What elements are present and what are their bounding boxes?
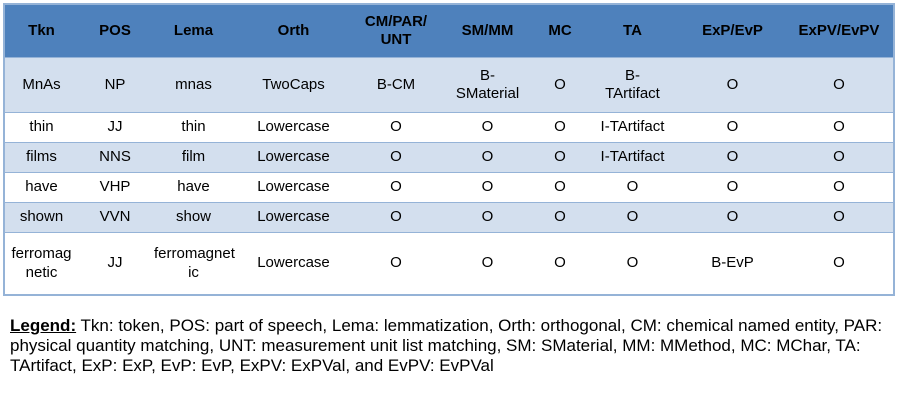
table-cell: O (585, 202, 680, 233)
table-cell: I-TArtifact (585, 142, 680, 173)
table-cell: have (4, 172, 78, 203)
table-cell: B-CM (352, 57, 440, 113)
table-cell: Lowercase (235, 172, 352, 203)
table-cell: O (535, 57, 585, 113)
table-cell: JJ (78, 232, 152, 296)
table-cell: B- SMaterial (440, 57, 535, 113)
column-header: CM/PAR/ UNT (352, 3, 440, 58)
table-cell: MnAs (4, 57, 78, 113)
table-cell: VHP (78, 172, 152, 203)
table-cell: O (680, 172, 785, 203)
table-cell: VVN (78, 202, 152, 233)
table-cell: ferromagnet ic (152, 232, 235, 296)
table-row: thin JJ thin Lowercase O O O I-TArtifact O O (4, 112, 894, 143)
table-cell: film (152, 142, 235, 173)
table-cell: O (785, 202, 894, 233)
table-header-row: Tkn POS Lema Orth CM/PAR/ UNT SM/MM MC TA ExP/Ev… (4, 3, 894, 58)
table-row: ferromag netic JJ ferromagnet ic Lowercase O… (4, 232, 894, 296)
table-cell: O (352, 232, 440, 296)
table-cell: O (680, 202, 785, 233)
table-cell: O (440, 142, 535, 173)
column-header: ExP/EvP (680, 3, 785, 58)
table-cell: thin (152, 112, 235, 143)
table-cell: O (680, 142, 785, 173)
column-header: Tkn (4, 3, 78, 58)
column-header: SM/MM (440, 3, 535, 58)
table-cell: Lowercase (235, 142, 352, 173)
column-header: POS (78, 3, 152, 58)
column-header: TA (585, 3, 680, 58)
table-cell: O (535, 172, 585, 203)
table-cell: O (585, 172, 680, 203)
table-cell: O (352, 202, 440, 233)
table-cell: Lowercase (235, 232, 352, 296)
table-cell: O (785, 172, 894, 203)
table-cell: show (152, 202, 235, 233)
table-cell: ferromag netic (4, 232, 78, 296)
header-row: Tkn POS Lema Orth CM/PAR/ UNT SM/MM MC TA ExP/Ev… (4, 3, 894, 58)
table-cell: O (440, 112, 535, 143)
table-cell: Lowercase (235, 112, 352, 143)
table-cell: thin (4, 112, 78, 143)
legend-paragraph: Legend: Tkn: token, POS: part of speech,… (10, 316, 892, 376)
table-row: have VHP have Lowercase O O O O O O (4, 172, 894, 203)
table-cell: O (535, 232, 585, 296)
table-body: MnAs NP mnas TwoCaps B-CM B- SMaterial O B- TAr… (4, 57, 894, 296)
table-cell: JJ (78, 112, 152, 143)
column-header: MC (535, 3, 585, 58)
column-header: Lema (152, 3, 235, 58)
table-cell: shown (4, 202, 78, 233)
table-cell: O (785, 142, 894, 173)
table-cell: O (352, 112, 440, 143)
table-cell: O (680, 112, 785, 143)
table-cell: mnas (152, 57, 235, 113)
annotation-table: Tkn POS Lema Orth CM/PAR/ UNT SM/MM MC TA ExP/Ev… (3, 3, 895, 296)
legend-label: Legend: (10, 316, 77, 335)
table-cell: O (535, 142, 585, 173)
table-row: shown VVN show Lowercase O O O O O O (4, 202, 894, 233)
table-cell: O (535, 202, 585, 233)
table-cell: B-EvP (680, 232, 785, 296)
table-cell: films (4, 142, 78, 173)
column-header: ExPV/EvPV (785, 3, 894, 58)
table-cell: B- TArtifact (585, 57, 680, 113)
table-cell: O (440, 232, 535, 296)
table-cell: Lowercase (235, 202, 352, 233)
table-cell: O (535, 112, 585, 143)
table-cell: O (785, 57, 894, 113)
legend-text: Tkn: token, POS: part of speech, Lema: l… (10, 316, 883, 376)
table-cell: O (352, 142, 440, 173)
table-cell: O (440, 172, 535, 203)
table-cell: O (785, 232, 894, 296)
table-cell: O (680, 57, 785, 113)
table-cell: I-TArtifact (585, 112, 680, 143)
table-cell: O (785, 112, 894, 143)
column-header: Orth (235, 3, 352, 58)
table-row: films NNS film Lowercase O O O I-TArtifact O O (4, 142, 894, 173)
table-cell: TwoCaps (235, 57, 352, 113)
table-cell: O (440, 202, 535, 233)
table-cell: NP (78, 57, 152, 113)
table-cell: have (152, 172, 235, 203)
table-cell: O (585, 232, 680, 296)
table-row: MnAs NP mnas TwoCaps B-CM B- SMaterial O B- TAr… (4, 57, 894, 113)
table-cell: O (352, 172, 440, 203)
table-cell: NNS (78, 142, 152, 173)
